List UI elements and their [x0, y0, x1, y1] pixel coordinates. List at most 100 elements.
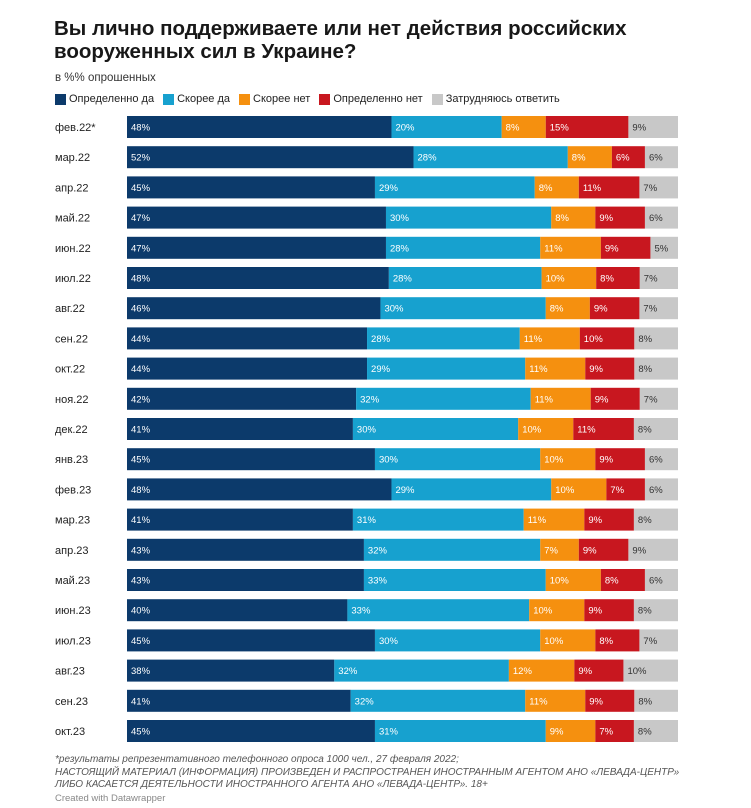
bar-segment [391, 478, 552, 501]
value-label: 7% [610, 485, 624, 496]
bar-segment [525, 689, 586, 712]
bar-segment [374, 448, 541, 471]
value-label: 8% [605, 576, 619, 587]
bar-segment [127, 357, 368, 380]
value-label: 9% [588, 606, 602, 617]
credit: Created with Datawrapper [55, 793, 166, 804]
value-label: 10% [550, 576, 570, 587]
bar-segment [545, 116, 629, 138]
value-label: 20% [395, 123, 415, 134]
bar-row: июн.23 40% 33% 10% 9% 8% [55, 599, 678, 622]
value-label: 9% [632, 123, 646, 134]
value-label: 28% [393, 274, 413, 285]
value-label: 43% [131, 576, 151, 587]
value-label: 12% [513, 666, 533, 677]
value-label: 9% [578, 666, 592, 677]
bar-segment [363, 569, 546, 591]
category-label: мар.23 [55, 515, 90, 527]
legend: Определенно да Скорее да Скорее нет Опре… [55, 93, 569, 105]
value-label: 7% [599, 727, 613, 738]
bar-segment [540, 538, 579, 561]
bar-row: окт.23 45% 31% 9% 7% 8% [55, 720, 678, 742]
value-label: 7% [643, 183, 657, 194]
value-label: 32% [368, 545, 388, 556]
bar-segment [639, 297, 678, 320]
bar-segment [639, 267, 678, 289]
value-label: 47% [131, 213, 151, 224]
value-label: 32% [360, 394, 380, 405]
bar-segment [606, 478, 645, 501]
legend-label: Скорее нет [253, 93, 311, 105]
bar-segment [541, 267, 597, 289]
legend-item-definitely-yes: Определенно да [55, 93, 154, 105]
bar-segment [385, 236, 541, 259]
value-label: 8% [638, 515, 652, 526]
category-label: авг.22 [55, 303, 85, 315]
bar-segment [380, 297, 546, 320]
value-label: 32% [355, 696, 375, 707]
bar-row: авг.23 38% 32% 12% 9% 10% [55, 659, 678, 682]
footnote-survey: *результаты репрезентативного телефонног… [55, 754, 459, 765]
value-label: 5% [654, 243, 668, 254]
value-label: 41% [131, 515, 151, 526]
bar-row: сен.23 41% 32% 11% 9% 8% [55, 689, 678, 712]
value-label: 6% [649, 455, 663, 466]
bar-segment [529, 599, 585, 622]
value-label: 9% [599, 455, 613, 466]
bar-segment [127, 236, 386, 259]
bar-segment [540, 448, 596, 471]
bar-segment [127, 267, 389, 289]
category-label: апр.23 [55, 545, 88, 557]
value-label: 10% [584, 334, 604, 345]
bar-segment [634, 327, 678, 350]
bar-segment [644, 448, 678, 471]
bar-segment [127, 418, 353, 440]
legend-item-undecided: Затрудняюсь ответить [431, 93, 560, 105]
value-label: 38% [131, 666, 151, 677]
bar-segment [650, 236, 678, 259]
value-label: 10% [555, 485, 575, 496]
category-label: фев.22* [55, 122, 96, 134]
category-label: май.22 [55, 213, 90, 225]
value-label: 9% [589, 696, 603, 707]
value-label: 7% [644, 274, 658, 285]
value-label: 6% [649, 153, 663, 164]
value-label: 45% [131, 636, 151, 647]
bar-segment [127, 508, 353, 531]
bar-segment [578, 176, 640, 199]
bar-segment [633, 508, 678, 531]
footnotes: *результаты репрезентативного телефонног… [55, 754, 679, 792]
bar-segment [127, 448, 375, 471]
bar-segment [600, 236, 651, 259]
bar-segment [585, 357, 635, 380]
value-label: 29% [395, 485, 415, 496]
category-label: мар.22 [55, 152, 90, 164]
bar-segment [352, 508, 524, 531]
category-label: апр.22 [55, 182, 88, 194]
bar-segment [634, 357, 678, 380]
bar-segment [589, 297, 640, 320]
bar-segment [388, 267, 542, 289]
bar-segment [633, 599, 678, 622]
bar-segment [530, 387, 591, 410]
value-label: 8% [550, 304, 564, 315]
bar-row: июл.22 48% 28% 10% 8% 7% [55, 267, 678, 289]
value-label: 9% [550, 727, 564, 738]
value-label: 41% [131, 696, 151, 707]
value-label: 8% [638, 364, 652, 375]
bar-segment [595, 206, 645, 229]
bar-segment [127, 720, 375, 742]
bar-segment [350, 689, 526, 712]
value-label: 29% [371, 364, 391, 375]
value-label: 10% [544, 636, 564, 647]
bar-row: дек.22 41% 30% 10% 11% 8% [55, 418, 678, 440]
category-label: июн.23 [55, 605, 91, 617]
bar-segment [501, 116, 546, 138]
category-label: июл.23 [55, 635, 91, 647]
bar-row: сен.22 44% 28% 11% 10% 8% [55, 327, 678, 350]
bar-segment [334, 659, 509, 682]
bar-segment [127, 689, 351, 712]
value-label: 30% [379, 636, 399, 647]
bar-segment [573, 418, 634, 440]
